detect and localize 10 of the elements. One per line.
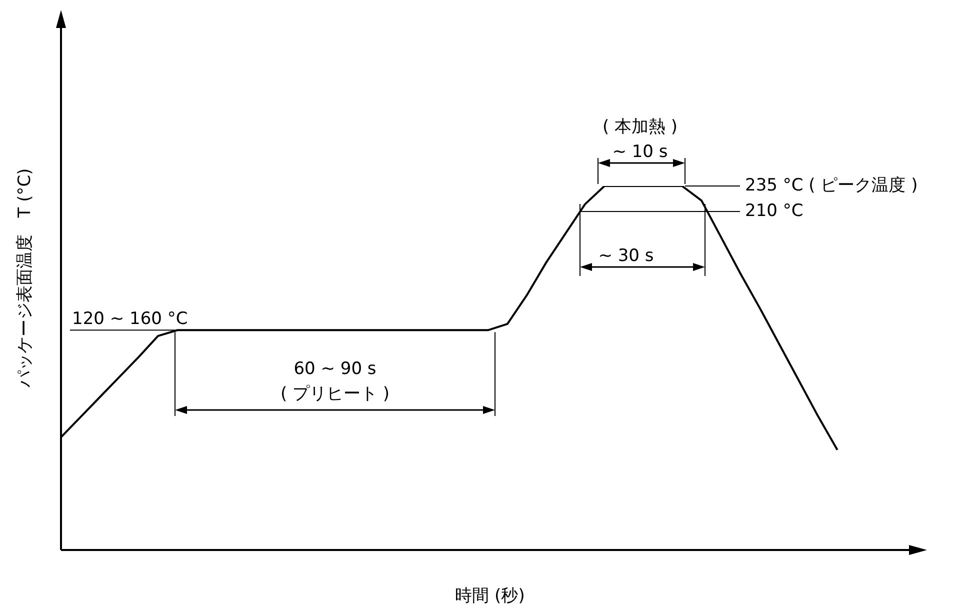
text: ~ 10 s: [612, 142, 668, 162]
annotation: ~ 30 s: [598, 246, 654, 266]
ref-line-label: 210 °C: [745, 201, 804, 222]
x-axis-title: 時間 (秒): [455, 586, 525, 606]
ref-line-label: 235 °C ( ピーク温度 ): [745, 176, 918, 196]
ref-line-label: 120 ~ 160 °C: [72, 309, 188, 330]
y-axis-title: パッケージ表面温度 T (°C): [15, 168, 35, 389]
annotation: ( プリヒート ): [280, 384, 390, 404]
text: ( 本加熱 ): [602, 117, 678, 137]
annotation: 60 ~ 90 s: [294, 359, 376, 379]
